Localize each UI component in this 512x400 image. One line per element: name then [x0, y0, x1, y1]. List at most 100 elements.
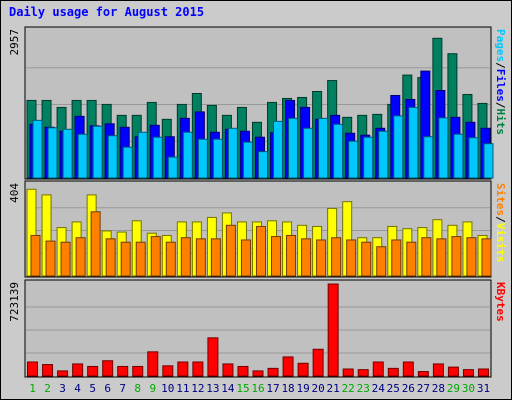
bar-pages-day-28: [438, 117, 449, 179]
x-tick-label-day-31: 31: [477, 382, 490, 395]
bar-pages-day-29: [453, 133, 464, 179]
bar-sites-day-19: [301, 238, 312, 277]
x-tick-label-day-13: 13: [206, 382, 219, 395]
bar-sites-day-5: [90, 211, 101, 277]
x-tick-label-day-19: 19: [296, 382, 309, 395]
bar-pages-day-11: [182, 131, 193, 179]
bar-kbytes-day-24: [372, 361, 384, 377]
bar-pages-day-9: [152, 136, 163, 179]
bar-kbytes-day-20: [312, 348, 324, 377]
x-tick-label-day-15: 15: [236, 382, 249, 395]
x-tick-label-day-20: 20: [312, 382, 325, 395]
x-tick-label-day-21: 21: [327, 382, 340, 395]
x-tick-label-day-28: 28: [432, 382, 445, 395]
bar-kbytes-day-5: [87, 365, 99, 377]
bar-pages-day-3: [62, 128, 73, 179]
bar-kbytes-day-17: [267, 367, 279, 377]
x-tick-label-day-30: 30: [462, 382, 475, 395]
bar-pages-day-22: [348, 140, 359, 179]
bar-kbytes-day-31: [477, 368, 489, 377]
bar-sites-day-22: [346, 239, 357, 277]
legend-entry: KBytes: [494, 282, 507, 322]
bar-pages-day-14: [227, 127, 238, 179]
x-tick-label-day-4: 4: [74, 382, 81, 395]
bar-pages-day-23: [363, 136, 374, 179]
x-tick-label-day-18: 18: [281, 382, 294, 395]
bar-kbytes-day-14: [222, 363, 234, 377]
x-tick-label-day-14: 14: [221, 382, 235, 395]
x-tick-label-day-3: 3: [59, 382, 66, 395]
bar-pages-day-2: [47, 127, 58, 179]
bar-kbytes-day-11: [177, 361, 189, 377]
bar-kbytes-day-6: [102, 360, 114, 377]
x-tick-label-day-29: 29: [447, 382, 460, 395]
bar-sites-day-24: [376, 246, 387, 277]
bar-sites-day-6: [105, 238, 116, 277]
bar-kbytes-day-2: [42, 364, 54, 377]
bar-kbytes-day-23: [357, 369, 369, 377]
bar-sites-day-11: [180, 237, 191, 277]
bar-sites-day-25: [391, 239, 402, 277]
bar-kbytes-day-7: [117, 365, 129, 377]
bar-pages-day-18: [288, 117, 299, 179]
x-tick-label-day-26: 26: [402, 382, 415, 395]
legend-entry: Sites: [494, 183, 507, 216]
bar-kbytes-day-10: [162, 365, 174, 377]
bar-sites-day-4: [75, 237, 86, 277]
bar-pages-day-17: [273, 120, 284, 179]
bar-pages-day-7: [122, 146, 133, 179]
legend-entry: /: [494, 62, 507, 69]
x-tick-label-day-23: 23: [357, 382, 370, 395]
panel-3: 723139 KBytes: [8, 279, 507, 378]
bar-pages-day-6: [107, 135, 118, 179]
bar-kbytes-day-1: [27, 361, 39, 377]
bar-pages-day-10: [167, 156, 178, 179]
bar-kbytes-day-28: [432, 363, 444, 377]
bar-pages-day-31: [483, 143, 494, 179]
bar-pages-day-26: [408, 106, 419, 179]
bar-pages-day-27: [423, 136, 434, 179]
bar-sites-day-13: [210, 238, 221, 277]
bar-pages-day-8: [137, 131, 148, 179]
bar-pages-day-16: [257, 151, 268, 179]
bar-sites-day-1: [30, 234, 41, 277]
x-tick-label-day-17: 17: [266, 382, 279, 395]
bar-sites-day-30: [466, 237, 477, 277]
bar-sites-day-12: [195, 238, 206, 277]
panel-2: 404 Sites/Visits: [8, 180, 507, 278]
bar-kbytes-day-12: [192, 361, 204, 377]
y-max-label: 404: [8, 183, 21, 203]
x-tick-label-day-11: 11: [176, 382, 189, 395]
legend-panel1: Pages/Files/Hits: [494, 29, 507, 135]
bar-sites-day-16: [255, 225, 266, 277]
bar-kbytes-day-8: [132, 365, 144, 377]
x-tick-label-day-6: 6: [104, 382, 111, 395]
bar-pages-day-1: [32, 119, 43, 179]
bar-kbytes-day-3: [57, 370, 69, 377]
x-tick-label-day-5: 5: [89, 382, 96, 395]
bar-sites-day-17: [271, 236, 282, 277]
bar-pages-day-20: [318, 117, 329, 179]
bar-kbytes-day-13: [207, 337, 219, 377]
legend-entry: /: [494, 216, 507, 223]
x-tick-label-day-9: 9: [149, 382, 156, 395]
x-tick-label-day-10: 10: [161, 382, 174, 395]
bar-pages-day-24: [378, 130, 389, 179]
x-tick-label-day-7: 7: [119, 382, 126, 395]
bar-sites-day-7: [120, 241, 131, 277]
bar-pages-day-13: [212, 138, 223, 179]
bar-kbytes-day-9: [147, 351, 159, 377]
bar-kbytes-day-27: [417, 371, 429, 377]
x-tick-label-day-27: 27: [417, 382, 430, 395]
bar-kbytes-day-19: [297, 362, 309, 377]
legend-entry: Hits: [494, 109, 507, 136]
x-tick-label-day-16: 16: [251, 382, 264, 395]
bar-sites-day-20: [316, 239, 327, 277]
bar-sites-day-28: [436, 238, 447, 277]
bar-pages-day-12: [197, 138, 208, 179]
bar-sites-day-2: [45, 240, 56, 277]
bar-sites-day-9: [150, 236, 161, 277]
x-tick-label-day-22: 22: [342, 382, 355, 395]
